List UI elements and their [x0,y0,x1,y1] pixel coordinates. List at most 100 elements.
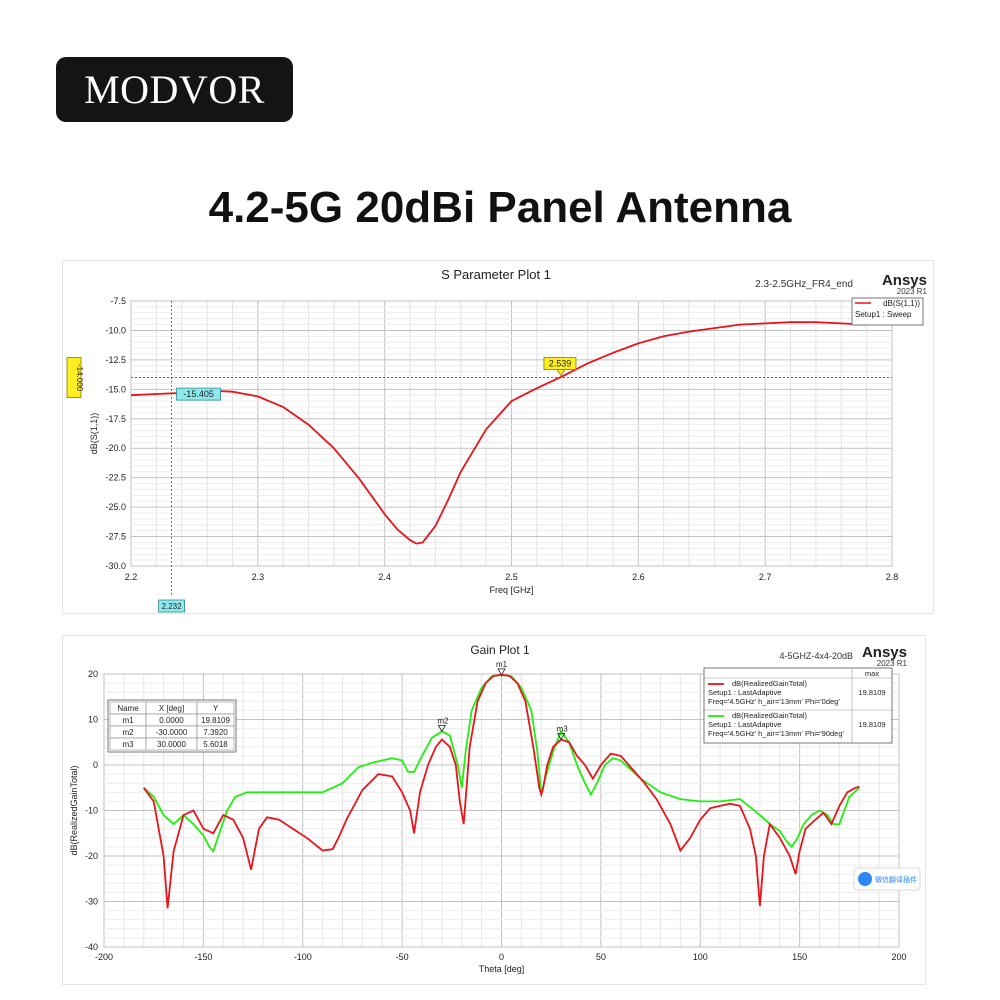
chart-title: Gain Plot 1 [470,643,530,657]
y-tick-label: -10.0 [105,325,126,335]
brand-logo-text: MODVOR [84,67,265,112]
page-title: 4.2-5G 20dBi Panel Antenna [208,183,792,232]
legend-series-params: Freq='4.5GHz' h_air='13mm' Phi='0deg' [708,697,840,706]
marker-table-header: X [deg] [159,704,184,713]
x-tick-label: 2.3 [252,572,265,582]
point-value-tag [176,387,221,401]
marker-table: Name X [deg] Ym1 0.0000 19.8109 m2 -30.0000 7.3… [107,699,237,753]
marker-table-value: m2 [122,728,134,737]
legend-series-setup: Setup1 : Sweep [855,310,912,319]
level-tag-label: -14.000 [75,364,84,392]
marker-triangle [556,733,566,741]
x-tick-label: -50 [396,952,409,962]
x-tick-label: 200 [891,952,906,962]
point-value-tag-label: -15.405 [183,389,214,399]
design-label: 2.3-2.5GHz_FR4_end [755,279,853,290]
version-label: 2023 R1 [877,659,908,668]
marker-table-value: 19.8109 [201,716,230,725]
marker-table-value: 7.3920 [203,728,228,737]
s-parameter-chart: S Parameter Plot 1 2.3-2.5GHz_FR4_end Ansy… [66,267,928,613]
y-tick-label: -12.5 [105,355,126,365]
legend-series-setup: Setup1 : LastAdaptive [708,720,781,729]
x-tick-label: 100 [693,952,708,962]
x-axis-label: Theta [deg] [479,964,525,974]
marker-table-value: 0.0000 [159,716,184,725]
level-tag [66,357,82,398]
marker-table-value: 5.6018 [203,740,228,749]
x-tick-label: -200 [95,952,113,962]
x-tick-label: 2.5 [505,572,518,582]
x-tick-label: 150 [792,952,807,962]
marker-x-tag [158,599,185,613]
y-axis-label: dB(RealizedGainTotal) [69,765,79,855]
y-tick-label: -15.0 [105,384,126,394]
x-tick-label: 2.6 [632,572,645,582]
chart-title: S Parameter Plot 1 [441,267,551,282]
legend-series-name: dB(RealizedGainTotal) [732,711,808,720]
x-tick-label: 0 [499,952,504,962]
x-tick-label: -150 [194,952,212,962]
y-tick-label: -10 [85,806,98,816]
vendor-label: Ansys [862,644,907,661]
y-tick-label: -7.5 [110,296,126,306]
badge-text: 微信翻译插件 [875,875,917,884]
legend-box [703,667,893,744]
marker-table-header: Name [117,704,139,713]
y-tick-label: -22.5 [105,473,126,483]
marker-table-header: Y [213,704,219,713]
y-tick-label: 10 [88,715,98,725]
marker-table-value: 30.0000 [157,740,186,749]
marker-x-tag-label: 2.232 [162,602,183,611]
translate-plugin-badge: 微信翻译插件 [853,867,921,891]
y-tick-label: -25.0 [105,502,126,512]
y-tick-label: -20.0 [105,443,126,453]
x-tick-label: 2.2 [125,572,138,582]
y-tick-label: -20 [85,851,98,861]
x-tick-label: 50 [596,952,606,962]
legend: dB(S(1,1)) Setup1 : Sweep [851,297,924,326]
badge-frame [853,867,921,891]
y-tick-label: 0 [93,760,98,770]
gain-plot-panel: Gain Plot 1 4-5GHZ-4x4-20dB Ansys 2023 R1 -2… [62,635,926,985]
design-label: 4-5GHZ-4x4-20dB [779,651,853,661]
brand-logo: MODVOR [56,57,293,122]
marker-label: m3 [557,725,569,734]
legend-series-max: 19.8109 [858,688,885,697]
y-tick-label: -40 [85,942,98,952]
legend-series-name: dB(RealizedGainTotal) [732,679,808,688]
plugin-icon [858,872,872,886]
marker-label: m2 [437,716,449,725]
y-tick-label: -17.5 [105,414,126,424]
marker-triangle [437,724,447,733]
y-tick-label: 20 [88,669,98,679]
x-tick-label: 2.8 [886,572,899,582]
x-tick-label: 2.7 [759,572,772,582]
legend-series-setup: Setup1 : LastAdaptive [708,688,781,697]
y-tick-label: -30.0 [105,561,126,571]
vendor-label: Ansys [882,272,927,289]
crossing-tag-label: 2.539 [549,359,572,369]
series-line-s11 [130,321,867,545]
marker-triangle [497,668,506,676]
version-label: 2023 R1 [897,287,928,296]
legend-series-max: 19.8109 [858,720,885,729]
x-tick-label: -100 [294,952,312,962]
x-axis-label: Freq [GHz] [489,585,533,595]
y-tick-label: -30 [85,897,98,907]
marker-table-value: m1 [122,716,134,725]
marker-table-value: -30.0000 [156,728,188,737]
y-axis-label: dB(S(1,1)) [89,413,99,455]
legend-header: max [865,669,879,678]
marker-table-cell [196,737,235,751]
marker-table-value: m3 [122,740,134,749]
s-parameter-plot-panel: S Parameter Plot 1 2.3-2.5GHz_FR4_end Ansy… [62,260,934,614]
legend-series-name: dB(S(1,1)) [883,299,920,308]
x-tick-label: 2.4 [378,572,391,582]
crossing-pointer [556,369,566,377]
legend-series-params: Freq='4.5GHz' h_air='13mm' Phi='90deg' [708,729,845,738]
marker-label: m1 [496,660,508,669]
series-line-phi-0 [143,673,860,909]
y-tick-label: -27.5 [105,532,126,542]
